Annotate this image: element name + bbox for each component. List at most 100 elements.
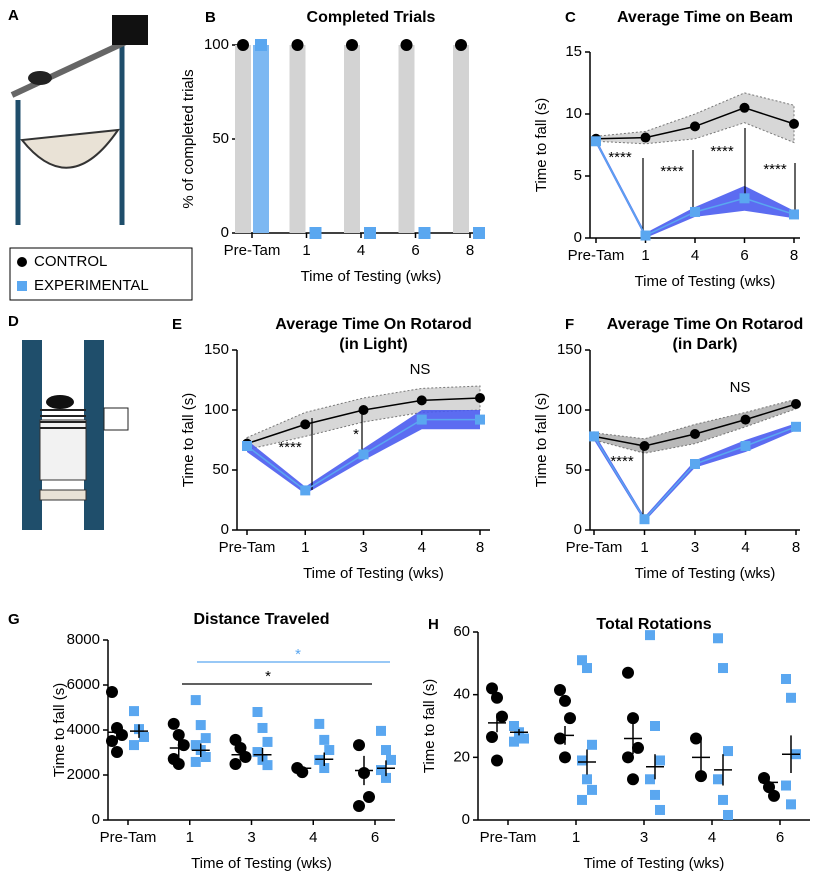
point — [582, 663, 592, 674]
y-tick-label: 10 — [565, 105, 582, 122]
point — [718, 663, 728, 674]
x-tick-label: 4 — [741, 539, 749, 556]
annotation: **** — [763, 161, 787, 178]
x-tick-label: Pre-Tam — [219, 539, 276, 556]
point — [319, 734, 330, 745]
point — [655, 804, 665, 815]
point — [627, 712, 639, 725]
annotation: **** — [660, 163, 684, 180]
y-tick-label: 2000 — [67, 766, 100, 783]
marker — [291, 39, 304, 51]
bar — [253, 45, 269, 233]
point — [650, 789, 660, 800]
point — [723, 746, 733, 757]
marker — [739, 102, 750, 113]
annotation: **** — [710, 143, 734, 160]
panel-label: A — [8, 7, 19, 24]
marker — [455, 39, 467, 51]
point — [106, 685, 118, 698]
x-axis-label: Time of Testing (wks) — [303, 565, 444, 582]
x-axis-label: Time of Testing (wks) — [301, 268, 442, 285]
marker — [791, 399, 801, 409]
point — [758, 772, 770, 785]
point — [314, 718, 325, 729]
marker — [300, 485, 311, 496]
marker — [364, 227, 376, 239]
marker — [346, 39, 358, 51]
marker — [358, 449, 369, 460]
y-tick-label: 0 — [221, 521, 229, 538]
marker — [475, 393, 485, 403]
point — [690, 732, 702, 745]
x-tick-label: 8 — [790, 247, 798, 264]
point — [363, 791, 375, 804]
bar — [344, 45, 360, 233]
chart-subtitle: (in Light) — [339, 336, 407, 353]
panel-label: G — [8, 611, 20, 628]
marker — [690, 429, 700, 439]
point — [559, 751, 571, 764]
legend-marker — [17, 257, 27, 267]
y-tick-label: 6000 — [67, 676, 100, 693]
bar — [453, 45, 469, 233]
x-tick-label: 3 — [640, 829, 648, 846]
annotation: **** — [608, 149, 632, 166]
point — [491, 754, 503, 767]
annotation: NS — [410, 361, 431, 378]
marker — [740, 441, 751, 451]
annotation: * — [265, 668, 271, 685]
point — [353, 739, 365, 752]
y-tick-label: 8000 — [67, 631, 100, 648]
y-tick-label: 4000 — [67, 721, 100, 738]
bar — [235, 45, 251, 233]
point — [768, 789, 780, 802]
point — [111, 746, 123, 759]
y-tick-label: 40 — [453, 686, 470, 703]
y-tick-label: 20 — [453, 748, 470, 765]
y-axis-label: Time to fall (s) — [180, 393, 197, 487]
y-axis-label: Time to fall (s) — [51, 683, 68, 777]
point — [177, 739, 190, 752]
annotation: NS — [730, 379, 751, 396]
marker — [690, 121, 700, 132]
point — [650, 721, 660, 731]
point — [324, 745, 335, 756]
x-tick-label: 1 — [186, 829, 194, 846]
x-tick-label: Pre-Tam — [566, 539, 623, 556]
y-tick-label: 0 — [574, 229, 582, 246]
marker — [740, 414, 751, 425]
point — [381, 745, 391, 756]
point — [786, 799, 796, 810]
marker — [242, 441, 252, 451]
point — [645, 774, 655, 785]
y-tick-label: 50 — [212, 461, 229, 478]
point — [129, 740, 139, 751]
marker — [591, 136, 601, 147]
point — [200, 752, 211, 762]
point — [262, 736, 273, 747]
chart-title: Distance Traveled — [193, 611, 329, 628]
point — [718, 794, 728, 805]
x-tick-label: 6 — [411, 242, 419, 259]
x-tick-label: 1 — [301, 539, 309, 556]
marker — [639, 514, 650, 525]
chart-title: Total Rotations — [596, 616, 711, 633]
bar — [398, 45, 415, 233]
point — [106, 735, 118, 748]
bar — [289, 45, 306, 233]
y-axis-label: Time to fall (s) — [533, 393, 550, 487]
point — [172, 757, 185, 770]
x-tick-label: 4 — [691, 247, 699, 264]
x-axis-label: Time of Testing (wks) — [635, 273, 776, 290]
point — [486, 682, 498, 695]
point — [376, 765, 386, 776]
point — [353, 800, 365, 813]
marker — [589, 431, 599, 442]
point — [577, 794, 587, 805]
panel-label: D — [8, 313, 19, 330]
marker — [309, 227, 322, 239]
annotation: * — [353, 426, 359, 443]
y-tick-label: 0 — [92, 811, 100, 828]
point — [632, 741, 644, 754]
